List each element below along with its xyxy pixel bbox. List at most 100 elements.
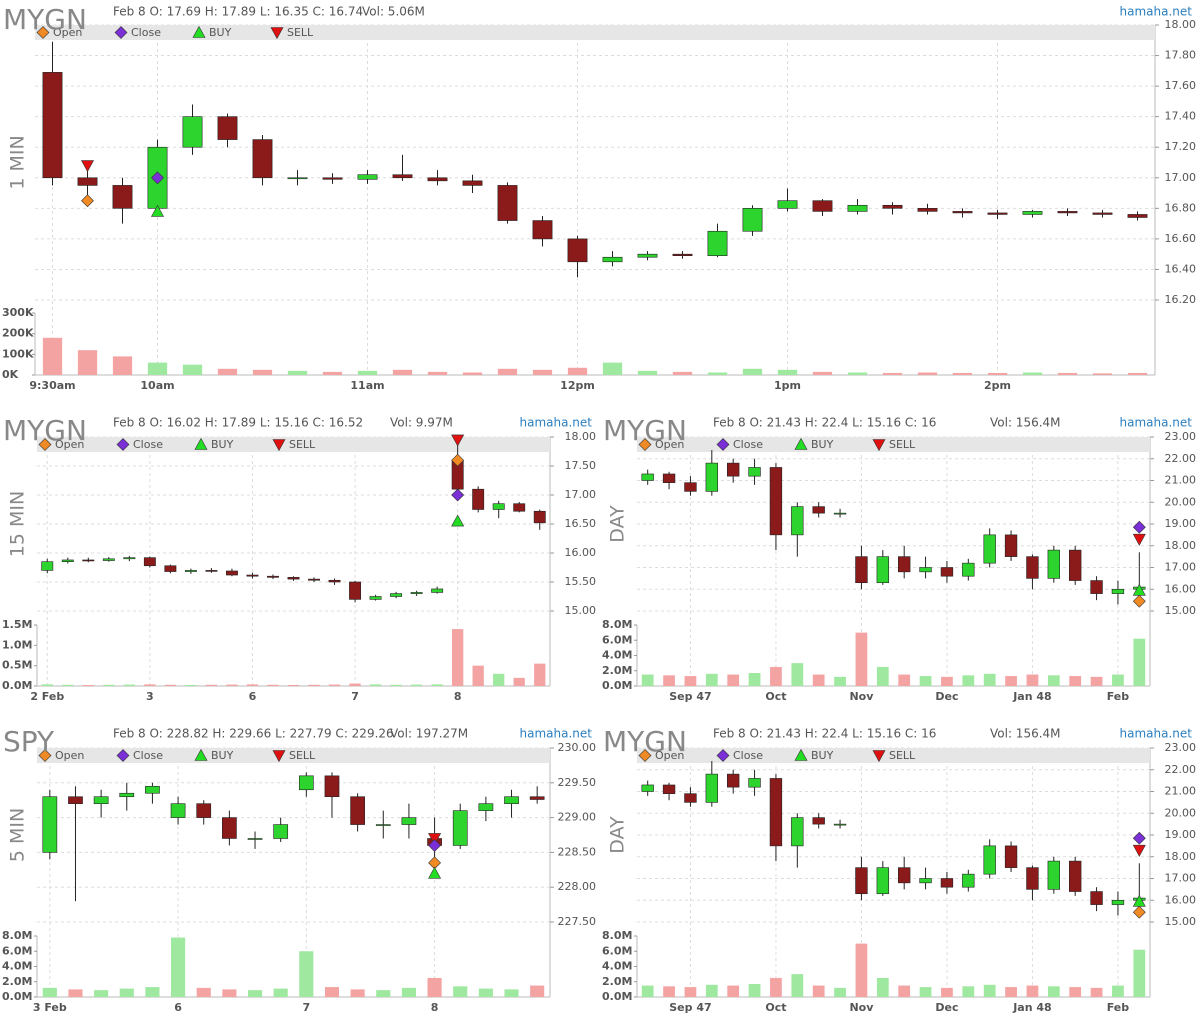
y-tick-label: 19.00 — [1165, 517, 1197, 530]
y-tick-label: 23.00 — [1165, 741, 1197, 754]
volume-bar — [103, 684, 115, 686]
candle-body — [662, 784, 676, 794]
candle-body — [705, 773, 718, 803]
legend-symbol — [872, 750, 886, 763]
x-tick-label: 10am — [140, 379, 174, 392]
y-tick-label: 20.00 — [1165, 495, 1197, 508]
candle-body — [898, 867, 911, 884]
timeframe-label: 15 MIN — [7, 491, 29, 557]
candle-body — [77, 177, 98, 186]
candle-body — [462, 180, 483, 186]
candle-body — [529, 796, 545, 800]
symbol-title: MYGN — [3, 3, 87, 36]
volume-tick-label: 4.0M — [602, 649, 632, 662]
timeframe-label: 1 MIN — [7, 135, 29, 189]
candle-body — [82, 559, 95, 562]
volume-bar — [707, 372, 728, 375]
volume-tick-label: 2.0M — [602, 664, 632, 677]
volume-bar — [1090, 676, 1103, 686]
volume-bar — [742, 368, 763, 375]
trade-marker — [1132, 905, 1146, 919]
volume-bar — [705, 673, 718, 686]
candle-body — [349, 581, 362, 600]
candle-body — [855, 556, 868, 584]
candle-body — [225, 570, 238, 576]
trade-marker — [428, 839, 441, 852]
y-tick-label: 16.50 — [565, 517, 597, 530]
volume-tick-label: 8.0M — [2, 929, 32, 942]
volume-bar — [308, 684, 320, 686]
trade-marker — [1132, 533, 1146, 546]
volume-bar — [452, 629, 464, 686]
volume-bar — [182, 364, 203, 375]
candle-body — [684, 793, 697, 803]
candle-body — [940, 878, 954, 888]
candle-body — [1111, 899, 1125, 905]
volume-bar — [1026, 985, 1039, 997]
header-volume: Vol: 156.4M — [990, 727, 1061, 741]
candle-body — [287, 177, 308, 180]
trade-marker — [451, 514, 465, 527]
header-info: Feb 8 O: 228.82 H: 229.66 L: 227.79 C: 2… — [113, 727, 394, 741]
volume-bar — [534, 663, 546, 686]
candle-body — [533, 510, 546, 524]
candle-body — [145, 785, 160, 794]
volume-bar — [684, 676, 697, 686]
legend-band — [637, 437, 1150, 452]
x-tick-label: 7 — [302, 1001, 310, 1014]
symbol-title: MYGN — [603, 414, 687, 447]
x-tick-label: Sep 47 — [669, 690, 711, 703]
candle-body — [222, 817, 237, 839]
candle-body — [164, 565, 177, 572]
y-tick-label: 16.80 — [1165, 201, 1197, 214]
legend-label: Close — [133, 438, 163, 451]
volume-bar — [663, 986, 675, 997]
candle-body — [184, 570, 197, 572]
volume-bar — [567, 367, 588, 375]
volume-bar — [472, 665, 484, 686]
volume-bar — [834, 987, 846, 997]
volume-bar — [1127, 372, 1148, 375]
candle-body — [919, 567, 932, 573]
trade-marker — [80, 160, 95, 173]
candle-body — [119, 792, 135, 798]
x-tick-label: 3 Feb — [33, 1001, 67, 1014]
volume-bar — [410, 684, 423, 686]
volume-bar — [983, 673, 996, 686]
candle-body — [684, 482, 697, 492]
volume-bar — [672, 371, 693, 375]
volume-bar — [1005, 676, 1017, 686]
trade-marker — [451, 453, 465, 467]
x-tick-label: 6 — [174, 1001, 182, 1014]
volume-tick-label: 6.0M — [602, 633, 632, 646]
y-tick-label: 16.00 — [1165, 582, 1197, 595]
candle-body — [641, 784, 654, 792]
volume-tick-label: 4.0M — [2, 960, 32, 973]
volume-bar — [1026, 674, 1039, 686]
y-tick-label: 18.00 — [1165, 850, 1197, 863]
candle-body — [252, 139, 273, 179]
volume-bar — [112, 356, 133, 375]
candle-body — [452, 810, 468, 846]
y-tick-label: 227.50 — [558, 915, 597, 928]
candle-body — [876, 867, 889, 895]
volume-bar — [941, 676, 953, 686]
legend-symbol — [38, 438, 52, 451]
trade-marker — [150, 204, 165, 217]
candle-body — [246, 574, 259, 577]
y-tick-label: 22.00 — [1165, 763, 1197, 776]
candle-body — [777, 200, 798, 209]
volume-bar — [41, 684, 53, 686]
candle-body — [1069, 549, 1082, 581]
candle-body — [431, 588, 444, 593]
candle-body — [983, 534, 996, 564]
legend-label: SELL — [289, 438, 316, 451]
legend-label: Open — [655, 438, 684, 451]
volume-bar — [287, 684, 300, 686]
legend-band — [37, 748, 550, 763]
candle-body — [1111, 588, 1125, 594]
x-tick-label: 2 Feb — [30, 690, 64, 703]
x-tick-label: Dec — [935, 1001, 958, 1014]
candle-body — [532, 220, 553, 240]
volume-bar — [812, 674, 825, 686]
